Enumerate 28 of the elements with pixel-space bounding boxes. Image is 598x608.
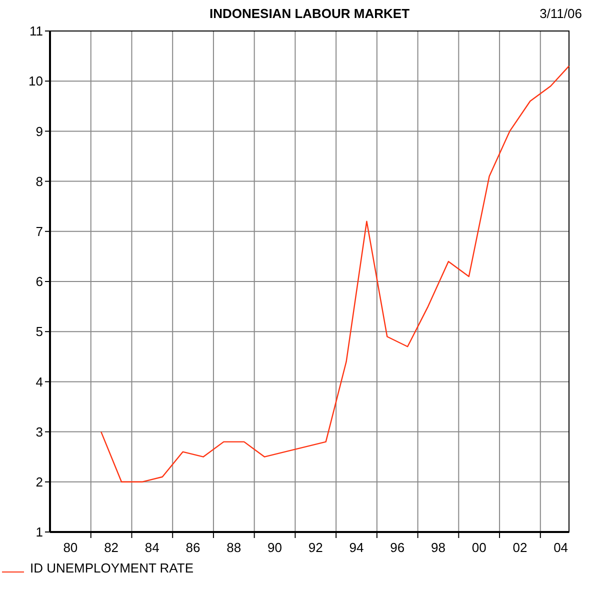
x-tick-label: 84: [144, 540, 160, 555]
chart-title: INDONESIAN LABOUR MARKET: [209, 6, 410, 21]
y-tick-label: 5: [36, 324, 43, 340]
y-tick-label: 10: [28, 74, 43, 89]
y-tick-label: 7: [36, 224, 43, 239]
x-tick-label: 86: [186, 540, 200, 555]
y-tick-label: 4: [36, 374, 43, 390]
y-tick-label: 2: [36, 474, 43, 490]
y-tick-label: 6: [36, 274, 43, 290]
x-tick-label: 02: [512, 540, 528, 555]
x-tick-label: 04: [554, 540, 568, 555]
x-tick-label: 88: [226, 540, 242, 555]
x-tick-label: 98: [430, 540, 446, 555]
y-tick-label: 1: [36, 524, 43, 540]
y-tick-label: 3: [36, 424, 43, 440]
x-tick-label: 92: [308, 540, 323, 555]
x-tick-label: 82: [104, 540, 119, 555]
x-tick-label: 90: [268, 540, 282, 555]
y-tick-label: 8: [36, 174, 43, 189]
x-tick-label: 94: [349, 540, 364, 555]
text: 3/11/06: [540, 6, 582, 21]
legend-label: ID UNEMPLOYMENT RATE: [30, 560, 194, 576]
x-tick-label: 96: [390, 540, 405, 555]
x-tick-label: 00: [472, 540, 486, 555]
line-series: [100, 65, 570, 482]
y-tick-label: 9: [36, 124, 43, 139]
x-tick-label: 80: [63, 540, 78, 555]
y-tick-label: 11: [30, 24, 43, 39]
